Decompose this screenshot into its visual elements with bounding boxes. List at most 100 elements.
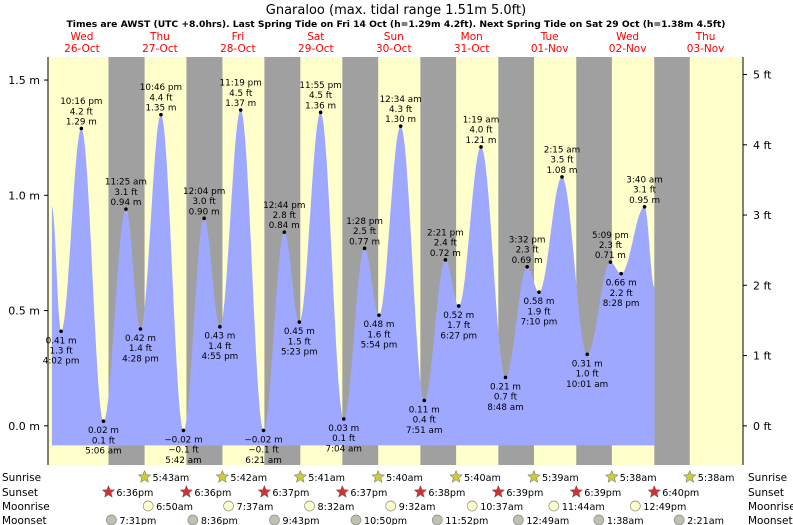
- event-time: 11:44am: [562, 502, 605, 513]
- moonrise-icon: [548, 500, 560, 512]
- low-tide-label: −0.1 ft: [168, 446, 199, 456]
- low-tide-label: 5:23 pm: [281, 347, 318, 357]
- event-time: 8:36pm: [201, 516, 238, 525]
- sunrise-icon: [371, 469, 385, 483]
- high-tide-label: 1:19 am: [463, 115, 500, 125]
- low-tide-label: 5:54 pm: [361, 341, 398, 351]
- tide-point: [261, 428, 266, 433]
- tide-point: [560, 175, 564, 179]
- event-time: 2:21am: [687, 516, 724, 525]
- tide-point: [59, 329, 63, 334]
- high-tide-label: 2.8 ft: [273, 211, 297, 221]
- low-tide-label: 7:51 am: [406, 426, 443, 436]
- high-tide-label: 0.72 m: [430, 249, 461, 259]
- event-time: 5:40am: [464, 473, 501, 484]
- y-tick-label-right: 1 ft: [753, 350, 772, 363]
- moonrise-icon: [223, 500, 234, 512]
- row-label-right: Moonrise: [748, 501, 793, 513]
- sunset-icon: [569, 484, 584, 498]
- chart-header: Gnaraloo (max. tidal range 1.51m 5.0ft) …: [64, 3, 725, 55]
- event-time: 12:49pm: [643, 502, 686, 513]
- low-tide-label: 0.1 ft: [332, 434, 356, 444]
- low-tide-label: −0.1 ft: [248, 446, 279, 456]
- high-tide-label: 1.30 m: [385, 115, 416, 125]
- sun-moon-rows: Sunrise Sunrise 5:43am 5:42am 5:41am 5:40am 5:…: [2, 469, 793, 525]
- day-of-week: Mon: [461, 31, 483, 43]
- tide-point: [159, 112, 163, 117]
- moonset-icon: [431, 514, 443, 525]
- high-tide-label: 0.95 m: [629, 196, 660, 206]
- moonset-icon: [350, 514, 362, 525]
- low-tide-label: 1.5 ft: [288, 337, 312, 347]
- low-tide-label: 0.58 m: [524, 297, 555, 307]
- event-time: 1:38am: [607, 516, 644, 525]
- high-tide-label: 2:15 am: [544, 145, 581, 155]
- sunrise-icon: [215, 469, 230, 483]
- high-tide-label: 3:40 am: [626, 175, 663, 185]
- high-tide-label: 0.94 m: [110, 198, 141, 208]
- day-of-week: Fri: [232, 31, 245, 43]
- event-time: 8:32am: [318, 502, 355, 513]
- moonrise-icon: [304, 500, 315, 512]
- event-time: 6:39pm: [584, 488, 621, 499]
- low-tide-label: 0.4 ft: [413, 416, 437, 426]
- high-tide-label: 3.1 ft: [633, 186, 657, 196]
- moonset-icon: [187, 514, 199, 525]
- event-time: 10:50pm: [364, 516, 407, 525]
- low-tide-label: 7:10 pm: [521, 318, 558, 328]
- y-tick-label-right: 0 ft: [753, 420, 772, 433]
- day-of-week: Thu: [149, 31, 170, 43]
- tide-point: [398, 124, 403, 128]
- sunrise-icon: [293, 469, 308, 483]
- day-date: 03-Nov: [687, 43, 725, 55]
- event-time: 10:37am: [480, 502, 523, 513]
- event-time: 5:42am: [230, 473, 267, 484]
- day-date: 28-Oct: [220, 43, 256, 55]
- low-tide-label: 4:55 pm: [202, 352, 239, 362]
- event-time: 6:39pm: [506, 488, 543, 499]
- row-label-right: Sunset: [748, 487, 784, 499]
- event-time: 6:50am: [156, 502, 193, 513]
- y-tick-label-right: 3 ft: [753, 209, 772, 222]
- high-tide-label: 3:32 pm: [509, 235, 546, 245]
- tide-point: [585, 352, 589, 357]
- moonset-icon: [106, 514, 117, 525]
- low-tide-label: 0.45 m: [284, 327, 315, 337]
- low-tide-label: 2.2 ft: [610, 289, 634, 299]
- tide-point: [443, 258, 448, 262]
- tide-point: [608, 260, 613, 264]
- data-labels: 0.41 m1.3 ft4:02 pm 10:16 pm4.2 ft1.29 m 0…: [43, 79, 663, 466]
- day-of-week: Sat: [307, 31, 324, 43]
- high-tide-label: 1.35 m: [145, 104, 176, 114]
- sunset-icon: [257, 484, 272, 498]
- tide-point: [318, 110, 323, 115]
- event-time: 9:43pm: [282, 516, 319, 525]
- y-tick-label-left: 0.0 m: [8, 420, 40, 433]
- high-tide-label: 0.84 m: [269, 221, 300, 231]
- high-tide-label: 1:28 pm: [346, 217, 383, 227]
- high-tide-label: 10:46 pm: [140, 83, 182, 93]
- low-tide-label: 5:06 am: [85, 447, 122, 457]
- low-tide-label: 0.02 m: [88, 426, 119, 436]
- tide-point: [642, 205, 647, 209]
- event-time: 11:52pm: [445, 516, 488, 525]
- row-label-left: Moonset: [2, 515, 47, 525]
- axes: 1.5 m 1.0 m 0.5 m 0.0 m 5 ft 4 ft 3 ft 2 ft 1 ft…: [8, 57, 772, 465]
- row-label-left: Moonrise: [2, 501, 50, 513]
- event-time: 5:39am: [542, 473, 579, 484]
- low-tide-label: 0.1 ft: [92, 436, 116, 446]
- low-tide-label: −0.02 m: [244, 435, 282, 445]
- high-tide-label: 0.90 m: [189, 207, 220, 217]
- high-tide-label: 2.5 ft: [353, 227, 377, 237]
- low-tide-label: 0.41 m: [46, 336, 77, 346]
- low-tide-label: 0.66 m: [606, 279, 637, 289]
- sunset-icon: [647, 484, 662, 498]
- low-tide-label: 7:04 am: [325, 444, 362, 454]
- low-tide-label: 5:42 am: [165, 456, 202, 466]
- y-tick-label-left: 1.5 m: [8, 74, 40, 87]
- tide-point: [422, 398, 427, 403]
- high-tide-label: 4.5 ft: [309, 91, 333, 101]
- row-label-left: Sunrise: [2, 472, 41, 484]
- tide-point: [181, 428, 186, 433]
- sunrise-icon: [137, 469, 152, 483]
